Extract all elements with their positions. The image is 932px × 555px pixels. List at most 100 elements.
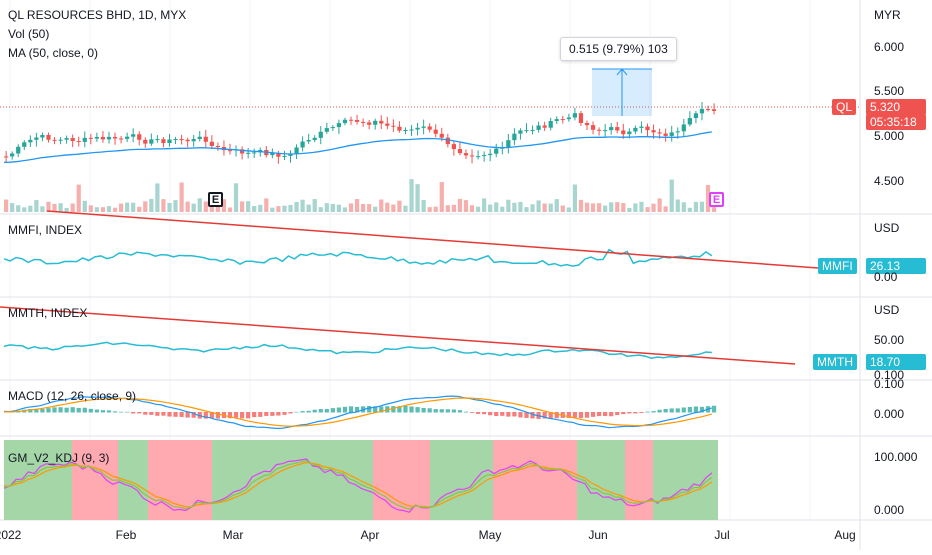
candle-body — [137, 134, 142, 140]
volume-bar — [627, 207, 632, 212]
candle-body — [118, 138, 124, 140]
earnings-marker[interactable]: E — [709, 192, 724, 207]
macd-histogram-bar — [663, 409, 668, 413]
macd-histogram-bar — [651, 411, 656, 413]
volume-bar — [705, 185, 711, 212]
volume-bar — [318, 207, 323, 212]
candle-body — [705, 108, 711, 110]
candle-body — [415, 127, 420, 130]
macd-histogram-bar — [500, 412, 505, 416]
macd-histogram-bar — [348, 406, 354, 413]
candle-body — [46, 134, 51, 140]
mmfi-label[interactable]: MMFI, INDEX — [8, 223, 82, 237]
last-price-tag: 5.320 — [866, 99, 926, 115]
candle-body — [209, 141, 214, 146]
earnings-marker[interactable]: E — [208, 192, 223, 207]
volume-bar — [524, 207, 529, 212]
volume-bar — [409, 179, 414, 212]
macd-histogram-bar — [179, 412, 184, 417]
volume-bar — [282, 205, 287, 212]
candle-body — [675, 131, 680, 133]
volume-bar — [457, 198, 463, 212]
symbol-title[interactable]: QL RESOURCES BHD, 1D, MYX — [8, 8, 187, 22]
candle-body — [451, 144, 456, 150]
macd-histogram-bar — [512, 412, 517, 417]
macd-histogram-bar — [149, 412, 154, 415]
macd-label[interactable]: MACD (12, 26, close, 9) — [8, 389, 137, 403]
volume-bar — [711, 202, 717, 212]
candle-body — [270, 152, 275, 156]
candle-body — [609, 127, 614, 131]
kdj-background-band — [430, 440, 493, 520]
volume-bar — [361, 203, 366, 212]
candle-body — [578, 113, 584, 124]
macd-histogram-bar — [451, 409, 456, 413]
candle-body — [4, 156, 9, 158]
candle-body — [469, 155, 475, 157]
candle-body — [669, 132, 674, 136]
volume-bar — [215, 202, 221, 212]
mmth-label[interactable]: MMTH, INDEX — [8, 306, 88, 320]
volume-bar — [118, 203, 124, 212]
candle-body — [112, 136, 118, 139]
candle-body — [639, 126, 644, 128]
volume-indicator-label[interactable]: Vol (50) — [8, 27, 50, 41]
time-tick: 2022 — [0, 528, 22, 542]
candle-body — [711, 109, 717, 111]
volume-bar — [191, 203, 196, 212]
mmfi-trendline — [46, 210, 819, 269]
candle-body — [687, 118, 692, 125]
volume-bar — [403, 205, 408, 212]
candle-body — [379, 120, 384, 124]
time-tick: Feb — [115, 528, 137, 542]
macd-histogram-bar — [693, 406, 699, 413]
volume-bar — [4, 199, 9, 212]
currency-label: MYR — [874, 8, 901, 22]
candle-body — [693, 113, 699, 119]
volume-bar — [421, 199, 426, 212]
macd-histogram-bar — [439, 409, 444, 413]
candle-body — [463, 153, 469, 156]
kdj-background-band — [72, 440, 118, 520]
kdj-background-band — [625, 440, 653, 520]
volume-bar — [397, 200, 402, 212]
candle-body — [10, 153, 15, 157]
volume-bar — [82, 200, 87, 212]
volume-bar — [34, 200, 39, 212]
candle-body — [167, 139, 172, 144]
ma-indicator-label[interactable]: MA (50, close, 0) — [8, 46, 99, 60]
volume-bar — [663, 206, 668, 212]
macd-histogram-bar — [191, 412, 196, 418]
macd-histogram-bar — [203, 412, 208, 419]
volume-bar — [276, 206, 281, 212]
macd-histogram-bar — [239, 412, 245, 419]
macd-histogram-bar — [258, 412, 263, 417]
macd-histogram-bar — [603, 412, 608, 417]
volume-bar — [239, 201, 245, 212]
candle-body — [197, 136, 202, 140]
macd-histogram-bar — [185, 412, 190, 418]
macd-histogram-bar — [233, 412, 239, 418]
ma-line — [3, 131, 712, 164]
volume-bar — [264, 198, 269, 212]
kdj-background-band — [118, 440, 148, 520]
candle-body — [40, 134, 45, 138]
volume-bar — [609, 202, 614, 212]
candle-body — [439, 133, 444, 138]
kdj-axis-top: 100.000 — [874, 450, 918, 464]
volume-bar — [106, 206, 112, 212]
macd-histogram-bar — [118, 411, 124, 413]
kdj-label[interactable]: GM_V2_KDJ (9, 3) — [8, 451, 110, 465]
volume-bar — [227, 207, 233, 212]
candle-body — [34, 137, 39, 140]
volume-bar — [572, 184, 578, 212]
volume-bar — [693, 201, 699, 212]
macd-histogram-bar — [106, 410, 112, 413]
volume-bar — [233, 183, 239, 212]
candle-body — [125, 136, 130, 139]
candle-body — [143, 139, 148, 144]
volume-bar — [125, 202, 130, 212]
candle-body — [306, 140, 311, 142]
